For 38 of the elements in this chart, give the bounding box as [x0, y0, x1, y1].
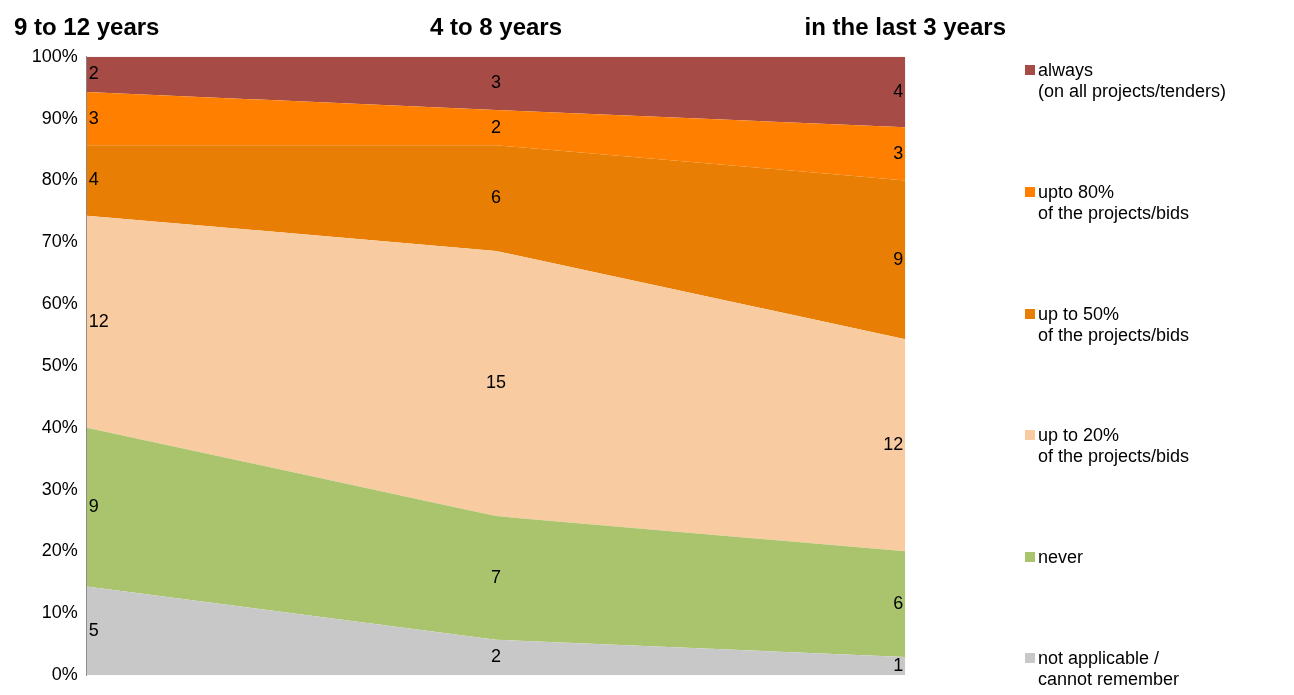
annotation: 6 [893, 593, 904, 614]
legend-label: never [1038, 547, 1084, 569]
annotation: 4 [893, 81, 904, 102]
annotation: 2 [490, 116, 502, 137]
y-tick-label: 60% [41, 293, 78, 314]
annotation: 9 [88, 496, 99, 517]
y-tick-label: 90% [41, 107, 78, 128]
y-tick-label: 40% [41, 416, 78, 437]
y-tick-label: 30% [41, 478, 78, 499]
legend-label: up to 20% of the projects/bids [1038, 425, 1190, 468]
annotation: 6 [490, 187, 502, 208]
annotation: 9 [893, 248, 904, 269]
annotation: 12 [88, 310, 109, 331]
annotation: 3 [88, 107, 99, 128]
x-tick-label: 9 to 12 years [14, 13, 160, 41]
y-tick-label: 0% [51, 663, 78, 684]
x-tick-label: 4 to 8 years [429, 13, 563, 41]
annotation: 1 [893, 655, 904, 675]
annotation: 4 [88, 169, 99, 190]
y-tick-label: 100% [31, 45, 78, 66]
legend-label: upto 80% of the projects/bids [1038, 181, 1190, 224]
legend-label: up to 50% of the projects/bids [1038, 303, 1190, 346]
annotation: 15 [485, 372, 507, 393]
annotation: 7 [490, 566, 502, 587]
annotation: 12 [883, 434, 904, 455]
annotation: 2 [490, 646, 502, 667]
y-tick-label: 70% [41, 231, 78, 252]
y-tick-label: 80% [41, 169, 78, 190]
y-tick-label: 10% [41, 602, 78, 623]
legend-label: always (on all projects/tenders) [1038, 60, 1227, 102]
annotation: 2 [88, 63, 99, 84]
x-tick-label: in the last 3 years [804, 13, 1006, 41]
y-tick-label: 50% [41, 354, 78, 375]
annotation: 3 [893, 142, 904, 163]
annotation: 5 [88, 619, 99, 640]
annotation: 3 [490, 72, 502, 93]
legend-label: not applicable / cannot remember [1038, 647, 1180, 690]
y-tick-label: 20% [41, 540, 78, 561]
